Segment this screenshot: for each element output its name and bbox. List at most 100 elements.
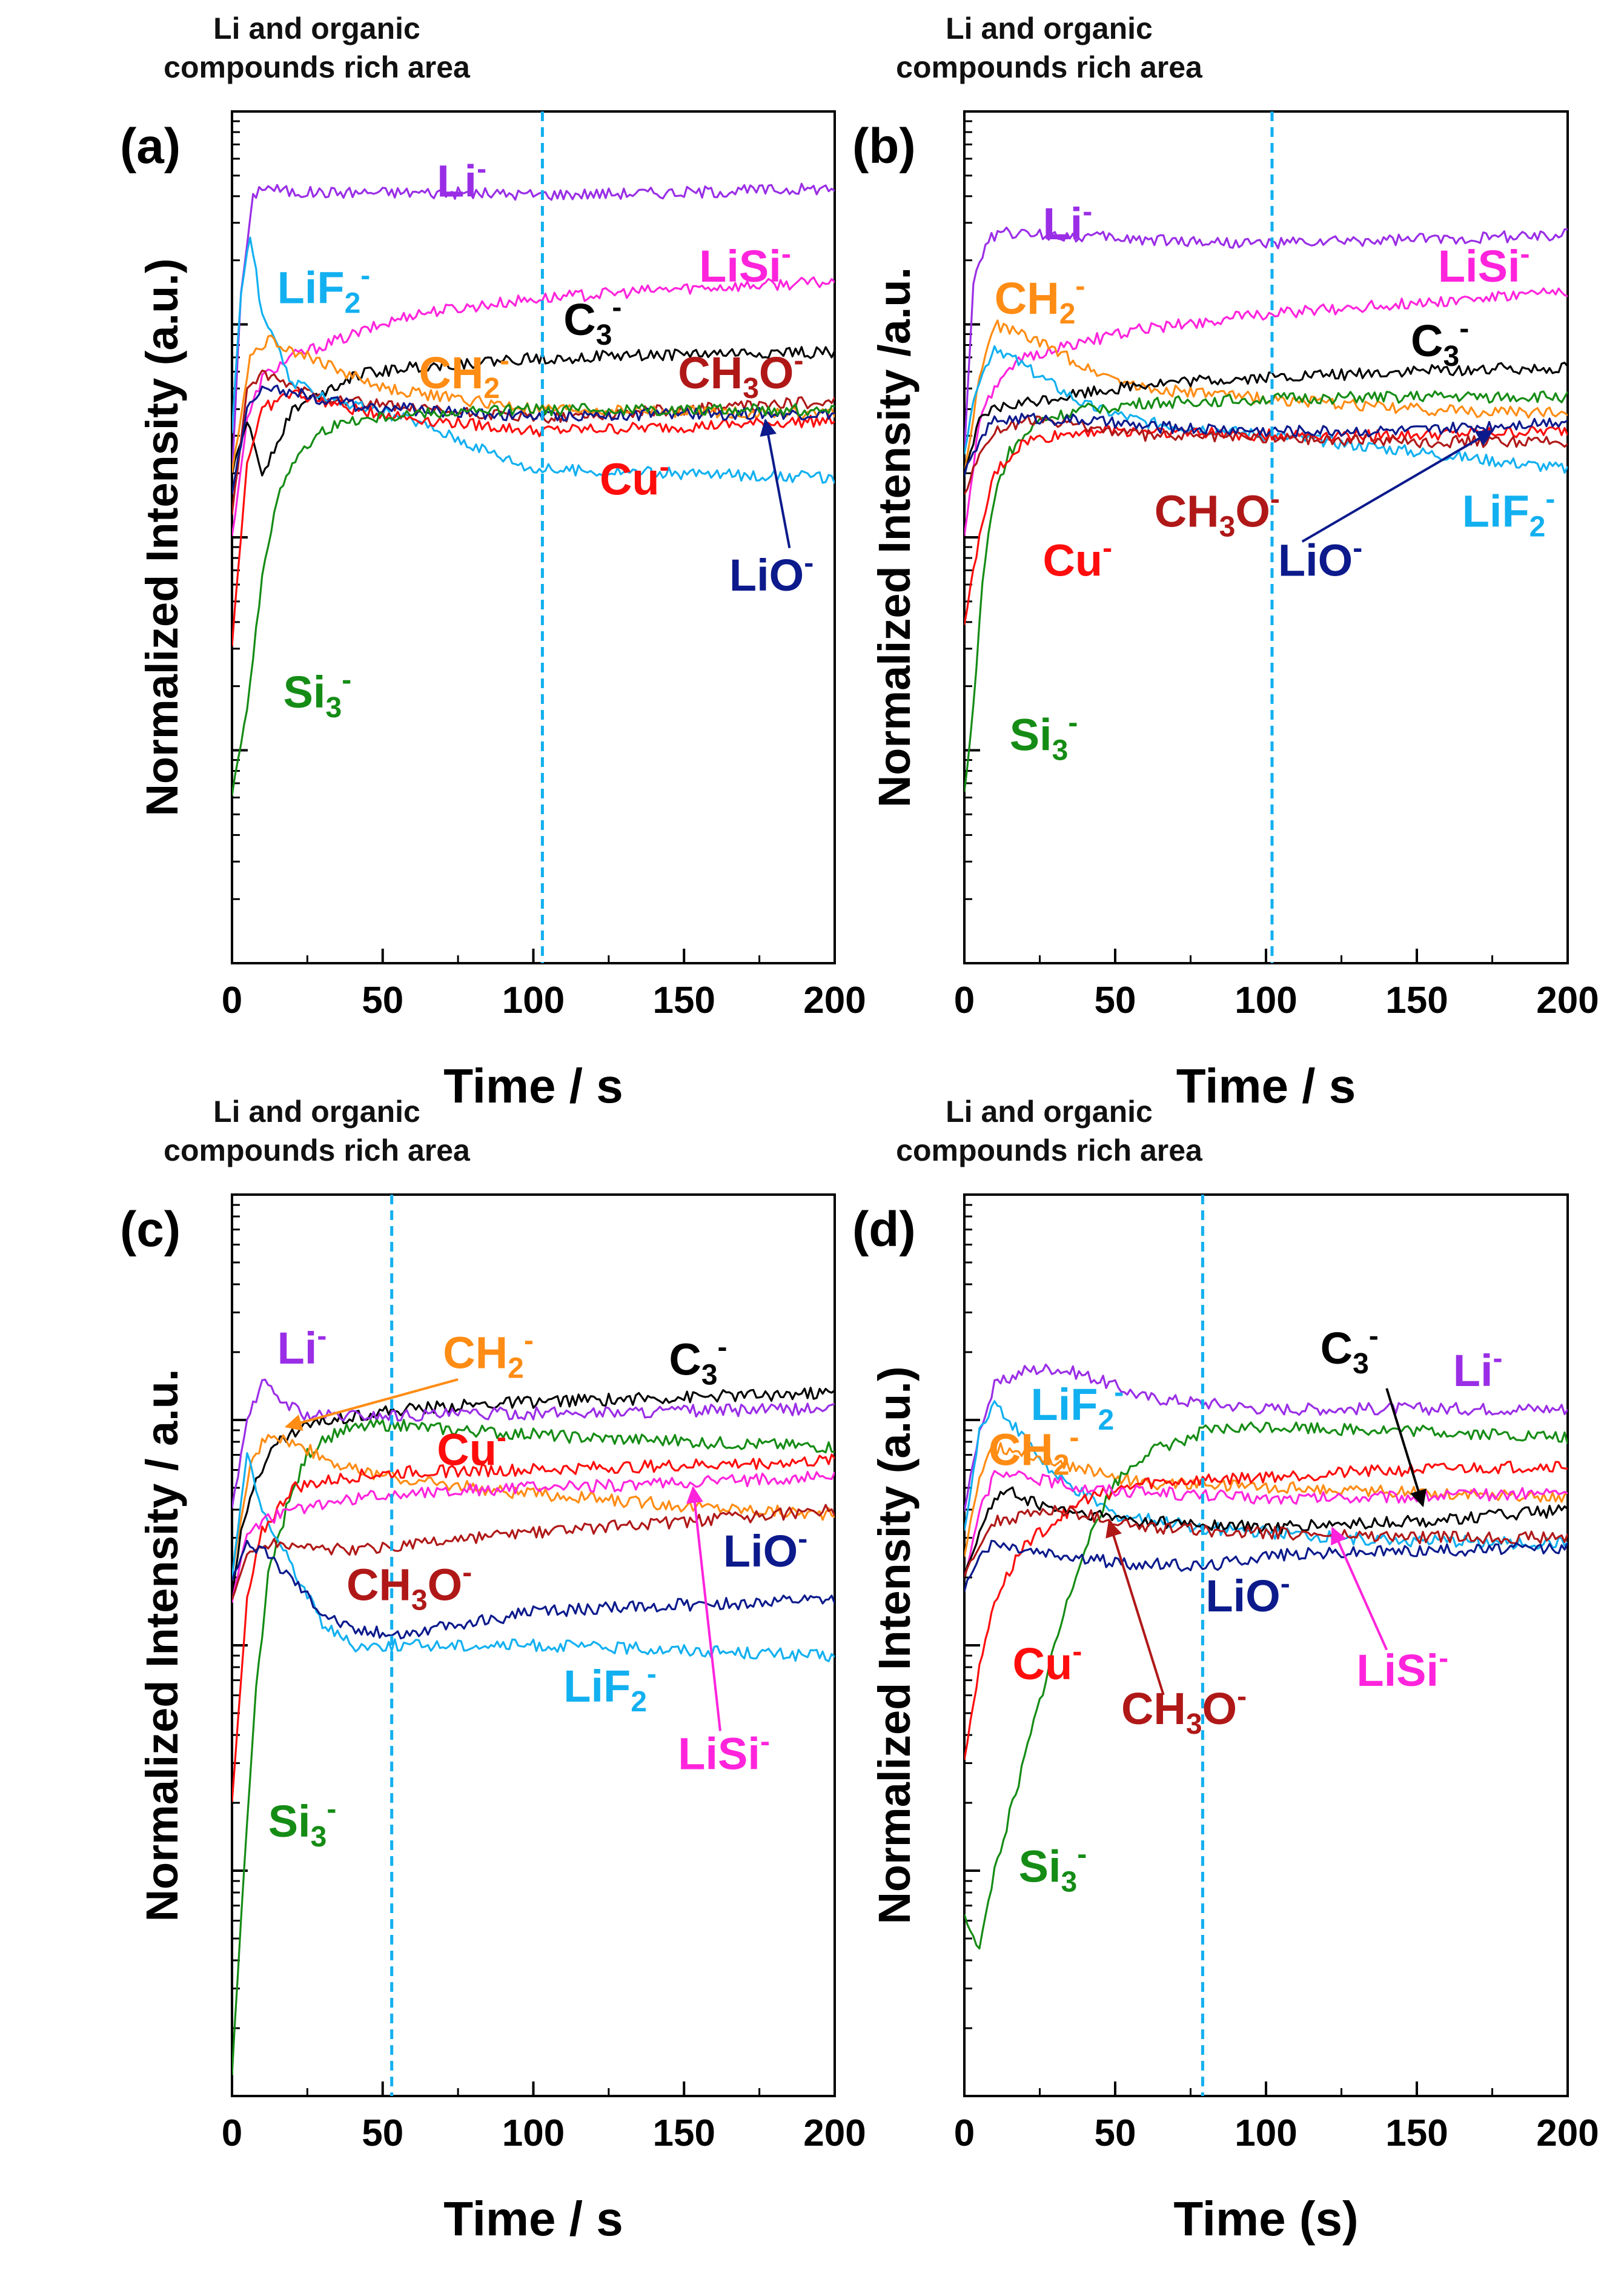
series-label-c3: C3- (1411, 313, 1469, 373)
series-line-si3 (232, 1419, 835, 2075)
annotation-arrow (1385, 1388, 1427, 1508)
series-label-ch3o: CH3O- (678, 345, 803, 405)
plot-frame (231, 110, 836, 964)
annotation-arrow (1105, 1519, 1165, 1696)
series-label-ch2: CH2- (443, 1324, 534, 1384)
x-tick-label: 200 (1536, 980, 1599, 1021)
series-label-lisi: LiSi- (678, 1726, 770, 1779)
series-label-ch2: CH2- (419, 345, 509, 405)
note-line-1: Li and organic (213, 12, 420, 45)
annotation-arrow (686, 1485, 721, 1731)
y-axis-label: Normalized Intensity (a.u.) (869, 1366, 920, 1924)
series-group (964, 1363, 1568, 1950)
series-label-lio: LiO- (1278, 532, 1362, 585)
series-label-ch3o: CH3O- (346, 1557, 472, 1617)
series-line-c3 (964, 1486, 1568, 1580)
y-axis-label: Normalized Intensity /a.u. (869, 267, 920, 808)
series-label-lio: LiO- (723, 1523, 807, 1576)
series-line-li (964, 1363, 1568, 1512)
x-tick-label: 200 (1536, 2112, 1599, 2154)
series-line-cu (232, 1453, 835, 1802)
panel-label: (b) (852, 119, 916, 174)
x-tick-label: 50 (362, 980, 403, 1021)
note-line-1: Li and organic (946, 1095, 1153, 1129)
series-line-c3 (964, 362, 1568, 473)
series-line-ch3o (964, 1505, 1568, 1577)
x-tick-label: 100 (502, 2112, 565, 2154)
x-tick-label: 200 (803, 2112, 866, 2154)
series-label-cu: Cu- (600, 451, 669, 505)
series-label-c3: C3- (669, 1332, 727, 1391)
x-tick-label: 150 (1385, 2112, 1448, 2154)
series-line-cu (232, 389, 835, 647)
series-label-li: Li- (1453, 1342, 1503, 1396)
x-tick-label: 150 (1385, 980, 1448, 1021)
series-line-si3 (232, 403, 835, 796)
series-label-ch2: CH2- (989, 1421, 1079, 1481)
series-group (232, 1378, 835, 2075)
series-label-c3: C3- (1321, 1320, 1379, 1380)
series-label-lif2: LiF2- (1031, 1376, 1124, 1436)
x-tick-label: 0 (222, 980, 242, 1021)
series-line-lif2 (232, 1452, 835, 1662)
series-line-lif2 (964, 345, 1568, 474)
series-label-si3: Si3- (268, 1793, 337, 1853)
series-label-ch2: CH2- (995, 270, 1085, 330)
panel-label: (a) (120, 119, 181, 174)
x-tick-label: 50 (1095, 2112, 1136, 2154)
note-line-2: compounds rich area (896, 1133, 1203, 1167)
x-axis-label: Time (s) (1173, 2192, 1358, 2246)
series-label-lisi: LiSi- (1356, 1642, 1448, 1696)
series-line-ch3o (232, 1504, 835, 1600)
series-line-lisi (964, 1470, 1568, 1577)
x-tick-label: 0 (954, 2112, 975, 2154)
x-tick-label: 50 (1095, 980, 1136, 1021)
series-line-li (964, 227, 1568, 454)
y-axis-label: Normalized Intensity / a.u. (137, 1369, 187, 1922)
series-line-lio (232, 384, 835, 495)
x-tick-label: 100 (502, 980, 565, 1021)
series-group (964, 227, 1568, 792)
y-axis-label: Normalized Intensity (a.u.) (137, 258, 187, 816)
series-label-si3: Si3- (1019, 1839, 1087, 1899)
series-label-li: Li- (437, 153, 486, 207)
annotation-arrow (1331, 1527, 1388, 1651)
annotation-arrow (284, 1378, 459, 1431)
series-label-ch3o: CH3O- (1121, 1680, 1247, 1740)
series-label-si3: Si3- (283, 664, 352, 724)
note-line-2: compounds rich area (164, 1133, 471, 1167)
series-label-lisi: LiSi- (1438, 238, 1530, 291)
annotation-arrow (1301, 430, 1494, 543)
x-tick-label: 150 (653, 2112, 715, 2154)
series-line-lisi (232, 1471, 835, 1603)
panel-label: (d) (852, 1202, 916, 1257)
annotation-arrow (760, 418, 791, 548)
series-label-lif2: LiF2- (277, 259, 371, 319)
series-line-si3 (964, 390, 1568, 792)
x-tick-label: 0 (222, 2112, 242, 2154)
series-line-lisi (232, 276, 835, 536)
series-label-lio: LiO- (729, 547, 814, 600)
series-label-cu: Cu- (1013, 1636, 1082, 1689)
series-line-lio (964, 413, 1568, 477)
series-label-si3: Si3- (1010, 707, 1078, 767)
x-tick-label: 100 (1235, 980, 1297, 1021)
note-line-2: compounds rich area (164, 50, 471, 84)
series-line-si3 (964, 1421, 1568, 1950)
series-label-cu: Cu- (1042, 532, 1112, 585)
series-label-ch3o: CH3O- (1155, 483, 1280, 543)
series-line-ch2 (964, 1442, 1568, 1557)
x-tick-label: 100 (1235, 2112, 1297, 2154)
panel-b: Li and organic compounds rich area 0 50 100 1… (852, 12, 1599, 1113)
panel-c: Li and organic compounds rich area 0 50 100 1… (120, 1095, 866, 2246)
panel-label: (c) (120, 1202, 181, 1257)
x-tick-label: 50 (362, 2112, 403, 2154)
x-axis-label: Time / s (1176, 1059, 1356, 1113)
series-line-lif2 (964, 1400, 1568, 1550)
note-line-1: Li and organic (946, 12, 1153, 45)
series-label-lif2: LiF2- (1462, 483, 1556, 543)
panel-a: Li and organic compounds rich area 0 50 100 1… (120, 12, 866, 1113)
x-axis-label: Time / s (443, 2192, 623, 2246)
note-line-2: compounds rich area (896, 50, 1203, 84)
